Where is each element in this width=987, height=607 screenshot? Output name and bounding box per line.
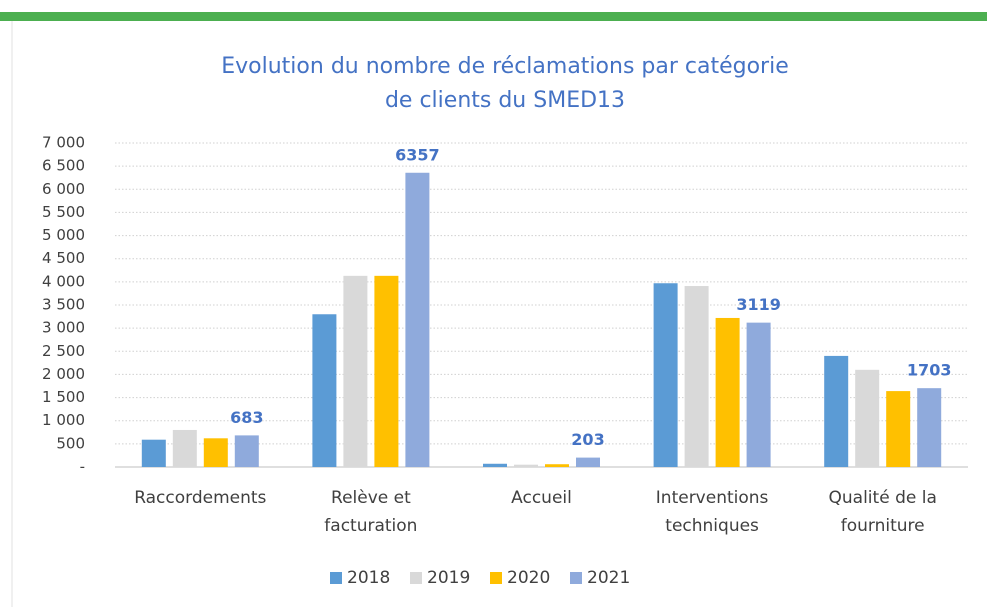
y-tick-label: 3 000 bbox=[42, 319, 85, 337]
bar bbox=[855, 369, 880, 467]
data-label: 6357 bbox=[395, 145, 440, 164]
bar bbox=[917, 388, 942, 467]
legend-swatch bbox=[330, 572, 342, 584]
x-tick-label: Qualité de la fourniture bbox=[828, 488, 937, 536]
y-tick-label: 2 500 bbox=[42, 342, 85, 360]
bar bbox=[141, 439, 166, 467]
y-tick-label: 2 000 bbox=[42, 365, 85, 383]
legend-swatch bbox=[410, 572, 422, 584]
y-tick-label: 6 000 bbox=[42, 180, 85, 198]
legend-label: 2018 bbox=[347, 568, 390, 588]
y-tick-label: 7 000 bbox=[42, 134, 85, 152]
x-tick-label: Relève et facturation bbox=[324, 488, 418, 536]
x-tick-label: Interventions techniques bbox=[655, 488, 769, 536]
x-tick-label: Raccordements bbox=[134, 488, 267, 508]
legend-label: 2021 bbox=[587, 568, 630, 588]
chart-subtitle: de clients du SMED13 bbox=[385, 88, 625, 113]
bar bbox=[234, 435, 259, 467]
legend-label: 2020 bbox=[507, 568, 550, 588]
bar bbox=[653, 283, 678, 467]
bar bbox=[203, 438, 228, 467]
data-label: 203 bbox=[571, 430, 604, 449]
bar bbox=[312, 314, 337, 467]
bar bbox=[684, 286, 709, 467]
bar bbox=[576, 457, 600, 467]
top-bar bbox=[0, 12, 987, 21]
data-label: 1703 bbox=[907, 361, 952, 380]
bar bbox=[405, 172, 430, 467]
bar bbox=[886, 391, 911, 467]
y-tick-label: 1 000 bbox=[42, 411, 85, 429]
y-tick-label: 5 500 bbox=[42, 203, 85, 221]
y-tick-label: 500 bbox=[56, 434, 85, 452]
y-tick-label: 4 000 bbox=[42, 272, 85, 290]
y-tick-label: 1 500 bbox=[42, 388, 85, 406]
bar bbox=[343, 275, 368, 467]
data-label: 683 bbox=[230, 408, 263, 427]
bar bbox=[545, 464, 569, 467]
bar bbox=[824, 355, 849, 467]
y-tick-label: 3 500 bbox=[42, 296, 85, 314]
x-tick-label: Accueil bbox=[511, 488, 572, 508]
y-tick-label: 4 500 bbox=[42, 249, 85, 267]
bar bbox=[172, 429, 197, 467]
y-tick-label: 5 000 bbox=[42, 226, 85, 244]
bar bbox=[514, 464, 538, 467]
y-tick-label: - bbox=[80, 458, 85, 476]
legend-swatch bbox=[570, 572, 582, 584]
legend-label: 2019 bbox=[427, 568, 470, 588]
data-label: 3119 bbox=[736, 295, 781, 314]
legend-swatch bbox=[490, 572, 502, 584]
chart-title: Evolution du nombre de réclamations par … bbox=[221, 54, 789, 79]
bar bbox=[483, 463, 507, 467]
bar bbox=[374, 275, 399, 467]
bar bbox=[715, 317, 740, 467]
bar bbox=[746, 322, 771, 467]
y-tick-label: 6 500 bbox=[42, 157, 85, 175]
